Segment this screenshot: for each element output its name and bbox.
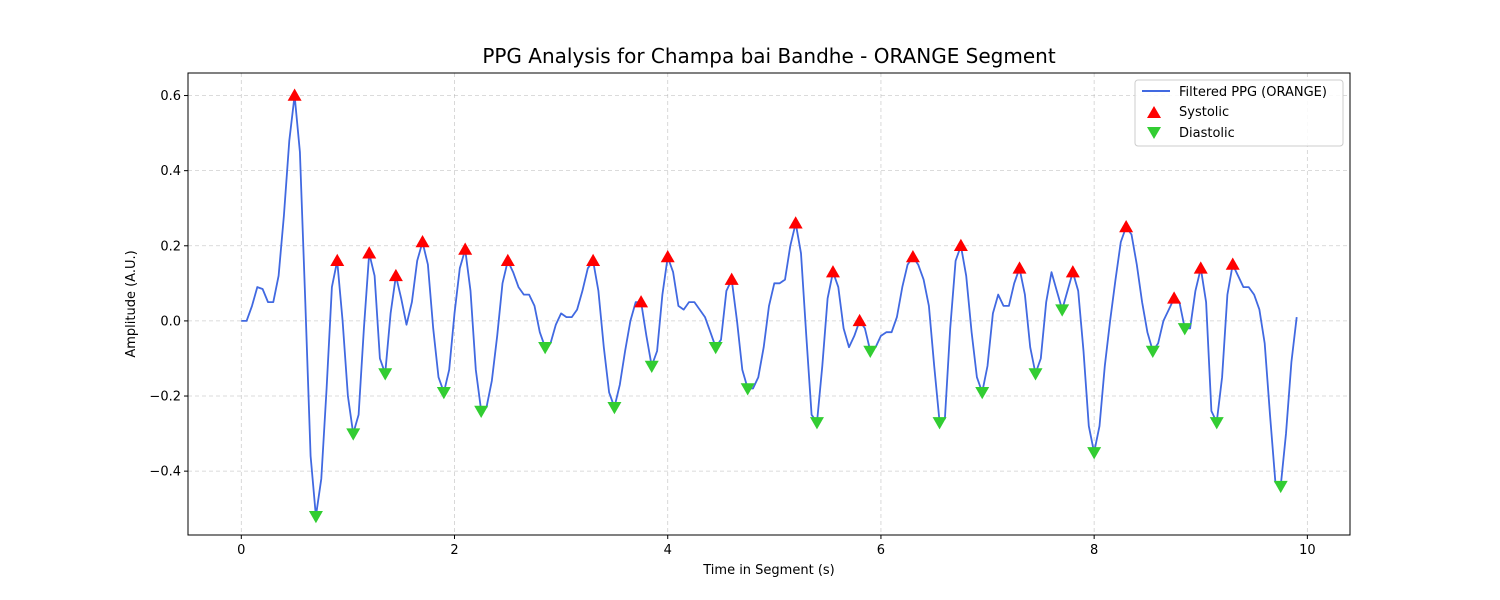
systolic-peak-marker <box>1065 265 1080 278</box>
plot-area <box>241 88 1298 524</box>
x-tick-label: 0 <box>237 543 245 558</box>
legend-systolic-marker <box>1147 106 1161 118</box>
systolic-peak-marker <box>1119 220 1134 233</box>
systolic-peak-marker <box>905 250 920 263</box>
systolic-peak-marker <box>287 88 302 101</box>
systolic-peak-marker <box>1167 291 1182 304</box>
systolic-peak-marker <box>500 253 515 267</box>
systolic-peak-marker <box>1225 257 1240 270</box>
systolic-peak-marker <box>724 272 739 285</box>
diastolic-trough-marker <box>1028 368 1043 381</box>
axis-ticks: 0 2 4 6 8 10 −0.4 −0.2 0.0 0.2 0.4 0.6 <box>149 89 1315 558</box>
systolic-peak-marker <box>388 268 403 282</box>
diastolic-trough-marker <box>346 428 361 441</box>
diastolic-trough-marker <box>1055 304 1070 317</box>
diastolic-trough-marker <box>708 341 723 355</box>
diastolic-trough-marker <box>809 417 824 430</box>
systolic-peak-marker <box>1012 261 1027 274</box>
systolic-peak-marker <box>953 238 968 252</box>
diastolic-trough-marker <box>436 387 451 400</box>
systolic-peak-marker <box>825 265 840 278</box>
x-axis-label: Time in Segment (s) <box>702 563 834 578</box>
legend-label-filtered-ppg: Filtered PPG (ORANGE) <box>1179 85 1327 100</box>
y-axis-label: Amplitude (A.U.) <box>124 250 139 357</box>
legend-diastolic-marker <box>1147 127 1161 139</box>
x-tick-label: 4 <box>664 543 672 558</box>
y-tick-label: 0.0 <box>160 314 181 329</box>
diastolic-trough-marker <box>1177 323 1192 336</box>
x-tick-label: 2 <box>450 543 458 558</box>
diastolic-trough-marker <box>644 360 659 373</box>
diastolic-trough-marker <box>474 405 489 419</box>
systolic-peak-marker <box>634 295 649 308</box>
systolic-peak-marker <box>788 216 803 229</box>
diastolic-trough-marker <box>975 387 990 400</box>
diastolic-trough-marker <box>1273 480 1288 494</box>
diastolic-trough-marker <box>378 368 393 381</box>
chart-title: PPG Analysis for Champa bai Bandhe - ORA… <box>482 44 1056 68</box>
systolic-peak-marker <box>1193 261 1208 274</box>
y-tick-label: 0.6 <box>160 89 181 104</box>
diastolic-trough-marker <box>932 417 947 430</box>
systolic-peak-marker <box>852 313 867 327</box>
diastolic-trough-marker <box>740 383 755 396</box>
y-tick-label: −0.2 <box>149 390 181 405</box>
y-tick-label: 0.2 <box>160 239 181 254</box>
x-tick-label: 8 <box>1090 543 1098 558</box>
x-tick-label: 10 <box>1299 543 1316 558</box>
diastolic-trough-marker <box>308 510 323 524</box>
systolic-peak-marker <box>458 242 473 255</box>
diastolic-trough-marker <box>863 345 878 358</box>
systolic-peak-marker <box>586 253 601 267</box>
systolic-peak-marker <box>362 246 377 259</box>
systolic-peak-marker <box>415 235 430 248</box>
y-tick-label: −0.4 <box>149 465 181 480</box>
x-tick-label: 6 <box>877 543 885 558</box>
systolic-peak-marker <box>330 253 345 267</box>
legend-box <box>1134 79 1344 147</box>
legend-label-systolic: Systolic <box>1179 105 1229 120</box>
axes-frame <box>187 72 1351 536</box>
diastolic-trough-marker <box>607 402 622 415</box>
diastolic-trough-marker <box>1087 447 1102 460</box>
systolic-peak-marker <box>660 250 675 263</box>
legend: Filtered PPG (ORANGE) Systolic Diastolic <box>1134 79 1344 147</box>
diastolic-trough-marker <box>538 341 553 355</box>
diastolic-trough-marker <box>1145 345 1160 358</box>
y-tick-label: 0.4 <box>160 164 181 179</box>
diastolic-trough-marker <box>1209 417 1224 430</box>
ppg-series-line <box>241 94 1298 518</box>
legend-label-diastolic: Diastolic <box>1179 126 1235 141</box>
